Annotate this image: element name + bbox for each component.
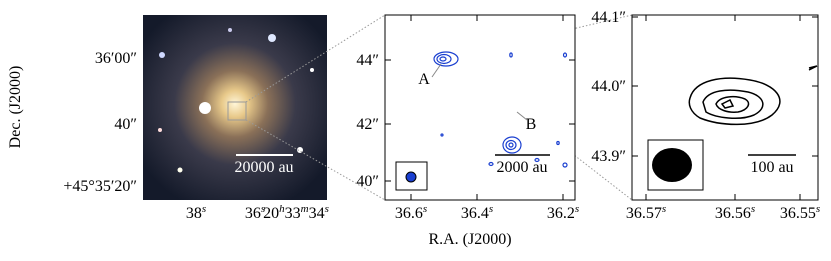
tick-unit: s [816,203,820,215]
optical-image [143,15,327,200]
tick-number: 36.4 [461,205,489,222]
x-tick-label: 38s [186,203,206,222]
y-tick-label: 42″ [356,116,379,133]
tick-unit: s [202,203,206,215]
tick-number: 36.56 [715,205,751,222]
tick-number: 36.55 [780,205,816,222]
y-tick-label: 44.0″ [591,78,626,95]
x-tick-label: 36.56s [715,203,755,222]
tick-unit: s [662,203,666,215]
tick-number: 36 [245,205,261,222]
y-tick-label: +45°35′20″ [63,178,137,195]
tick-unit: s [261,203,265,215]
tick-unit: m [301,203,309,215]
tick-unit: s [575,203,579,215]
tick-number: 20 [263,205,279,222]
tick-number: 36.57 [626,205,662,222]
x-tick-label: 36.2s [547,203,579,222]
scalebar-label: 2000 au [496,159,547,176]
source-label: A [418,71,430,88]
tick-number: 36.2 [547,205,575,222]
y-axis-label: Dec. (J2000) [7,66,24,149]
x-tick-label: 36.55s [780,203,820,222]
tick-unit: s [325,203,329,215]
x-tick-label: 36.57s [626,203,666,222]
x-tick-label: 36.6s [395,203,427,222]
y-tick-label: 40″ [356,173,379,190]
zoom-panel [631,14,819,201]
y-tick-label: 44″ [356,52,379,69]
x-tick-label: 36s [245,203,265,222]
tick-unit: s [751,203,755,215]
tick-number: 38 [186,205,202,222]
y-tick-label: 36′00″ [95,50,137,67]
x-axis-label: R.A. (J2000) [428,231,511,248]
x-tick-label: 20h33m34s [263,203,329,222]
y-tick-label: 40″ [114,116,137,133]
tick-number: 34 [309,205,325,222]
tick-number: 36.6 [395,205,423,222]
x-tick-label: 36.4s [461,203,493,222]
y-tick-label: 44.1″ [591,9,626,26]
alma-panel [384,14,576,201]
scalebar-label: 100 au [750,159,793,176]
source-label: B [526,116,537,133]
scalebar-label: 20000 au [234,159,293,176]
tick-unit: s [423,203,427,215]
tick-number: 33 [285,205,301,222]
y-tick-label: 43.9″ [591,148,626,165]
tick-unit: s [489,203,493,215]
tick-unit: h [279,203,285,215]
